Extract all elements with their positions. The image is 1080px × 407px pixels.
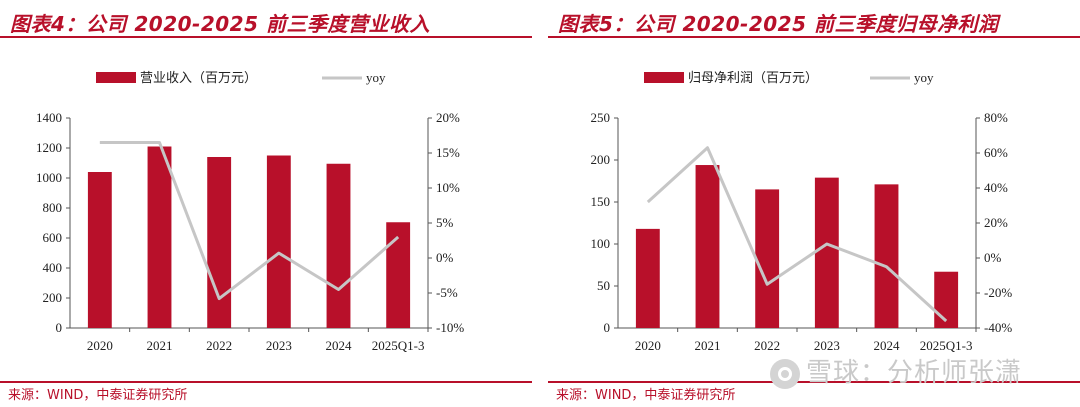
y-tick-label-right: 40%: [984, 180, 1008, 195]
y-tick-label-left: 200: [591, 152, 611, 167]
net-profit-chart: 归母净利润（百万元） yoy 0 50 100 150 200 250 -40% -20% 0% 20…: [591, 70, 1013, 353]
y-tick-label-right: 10%: [436, 180, 460, 195]
y-tick-label-right: 15%: [436, 145, 460, 160]
x-tick-label: 2023: [266, 338, 292, 353]
y-tick-label-left: 50: [597, 278, 610, 293]
snowball-logo-icon: [770, 358, 800, 389]
bar-mark: [386, 222, 411, 328]
x-tick-label: 2023: [814, 338, 840, 353]
y-tick-label-right: -40%: [984, 320, 1012, 335]
x-tick-label: 2022: [754, 338, 780, 353]
x-tick-label: 2025Q1-3: [372, 338, 425, 353]
title-rule: [548, 36, 1080, 38]
bar-mark: [147, 146, 172, 328]
y-tick-label-left: 0: [604, 320, 611, 335]
source-rule: [548, 381, 1080, 383]
y-tick-label-left: 1200: [36, 140, 62, 155]
bar-mark: [755, 189, 780, 328]
legend-bar-swatch: [96, 72, 136, 83]
y-tick-label-left: 250: [591, 110, 611, 125]
x-tick-label: 2021: [695, 338, 721, 353]
y-tick-label-right: 0%: [436, 250, 454, 265]
y-tick-label-left: 800: [43, 200, 63, 215]
bar-mark: [326, 163, 351, 328]
y-tick-label-right: -5%: [436, 285, 458, 300]
y-tick-label-left: 600: [43, 230, 63, 245]
bar-mark: [635, 228, 660, 328]
y-tick-label-left: 400: [43, 260, 63, 275]
chart-title: 图表4：公司 2020-2025 前三季度营业收入: [10, 12, 430, 36]
y-tick-label-left: 100: [591, 236, 611, 251]
chart-panel-net-profit: 图表5：公司 2020-2025 前三季度归母净利润 归母净利润（百万元） yoy…: [548, 0, 1080, 407]
y-tick-label-right: 20%: [984, 215, 1008, 230]
y-tick-label-right: -20%: [984, 285, 1012, 300]
bar-mark: [207, 157, 232, 328]
y-tick-label-left: 1400: [36, 110, 62, 125]
y-tick-label-right: 5%: [436, 215, 454, 230]
x-tick-label: 2024: [874, 338, 901, 353]
y-tick-label-left: 0: [56, 320, 63, 335]
yoy-line: [646, 146, 948, 323]
legend-label: 营业收入（百万元）: [140, 70, 257, 85]
legend-label: yoy: [366, 70, 386, 85]
y-tick-label-left: 150: [591, 194, 611, 209]
source-note: 来源：WIND，中泰证券研究所: [8, 388, 188, 403]
bar-mark: [87, 172, 112, 328]
y-tick-label-right: -10%: [436, 320, 464, 335]
yoy-line: [99, 141, 400, 301]
revenue-chart: 营业收入（百万元） yoy 0 200 400 600 800 1000 1200 1400 -10…: [36, 70, 464, 353]
x-tick-label: 2021: [147, 338, 173, 353]
chart-panel-revenue: 图表4：公司 2020-2025 前三季度营业收入 营业收入（百万元） yoy 0 2…: [0, 0, 532, 407]
bar-mark: [695, 165, 720, 328]
x-tick-label: 2022: [206, 338, 232, 353]
watermark-text: 雪球：分析师张潇: [806, 358, 1023, 388]
bar-mark: [814, 177, 839, 328]
x-tick-label: 2020: [635, 338, 661, 353]
bar-mark: [266, 155, 291, 328]
legend-label: yoy: [914, 70, 934, 85]
title-rule: [0, 36, 532, 38]
y-tick-label-right: 20%: [436, 110, 460, 125]
legend-label: 归母净利润（百万元）: [688, 70, 818, 85]
watermark: 雪球：分析师张潇: [770, 352, 1022, 389]
y-tick-label-left: 200: [43, 290, 63, 305]
source-note: 来源：WIND，中泰证券研究所: [556, 388, 736, 403]
chart-title: 图表5：公司 2020-2025 前三季度归母净利润: [558, 12, 999, 36]
bar-mark: [874, 184, 899, 328]
x-tick-label: 2020: [87, 338, 113, 353]
x-tick-label: 2024: [326, 338, 353, 353]
y-tick-label-right: 80%: [984, 110, 1008, 125]
x-tick-label: 2025Q1-3: [920, 338, 973, 353]
y-tick-label-right: 60%: [984, 145, 1008, 160]
legend-bar-swatch: [644, 72, 684, 83]
y-tick-label-right: 0%: [984, 250, 1002, 265]
y-tick-label-left: 1000: [36, 170, 62, 185]
source-rule: [0, 381, 532, 383]
